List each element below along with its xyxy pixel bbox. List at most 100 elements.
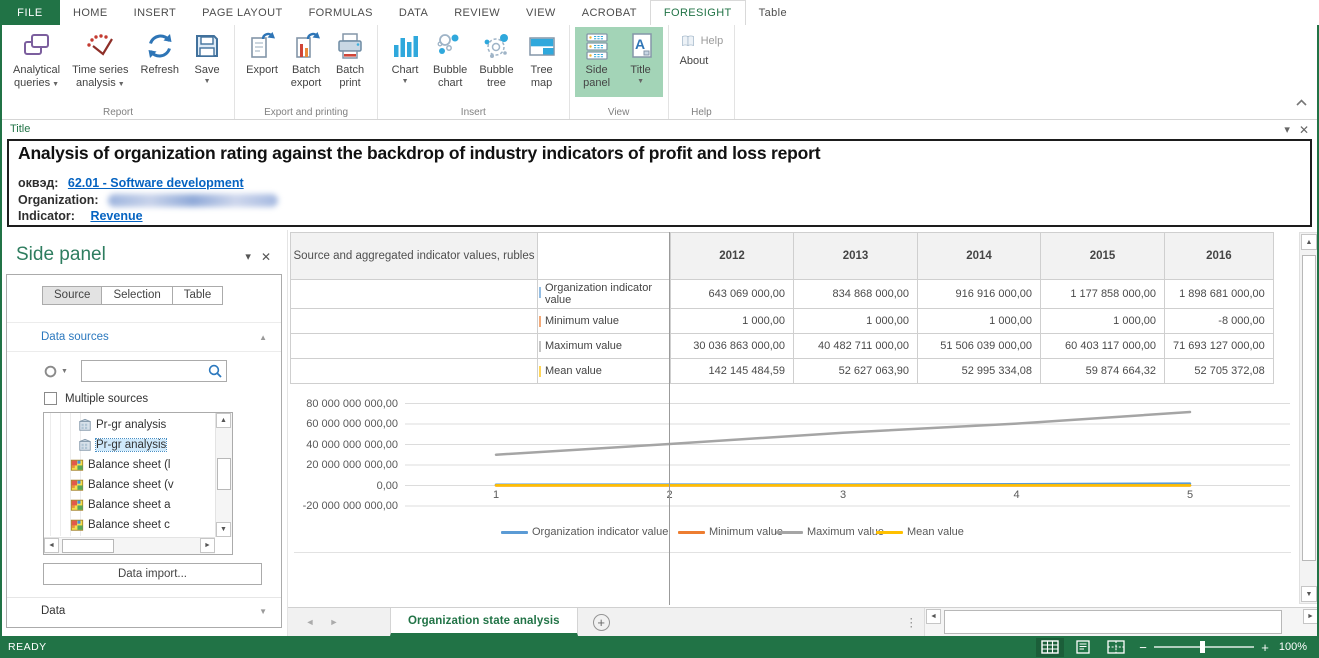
- tree-item-balance-sheet-l[interactable]: Balance sheet (l: [44, 455, 215, 475]
- scrollbar-thumb[interactable]: [217, 458, 231, 490]
- page-layout-view-button[interactable]: [1069, 638, 1097, 657]
- row-label-cell[interactable]: Maximum value: [537, 333, 671, 359]
- value-cell[interactable]: 1 000,00: [917, 308, 1041, 334]
- sheet-tab-organization-state-analysis[interactable]: Organization state analysis: [390, 608, 578, 636]
- value-cell[interactable]: 71 693 127 000,00: [1164, 333, 1274, 359]
- value-cell[interactable]: 52 627 063,90: [793, 358, 918, 384]
- value-cell[interactable]: 60 403 117 000,00: [1040, 333, 1165, 359]
- search-icon[interactable]: [207, 363, 223, 379]
- empty-cell[interactable]: [290, 279, 538, 309]
- main-horizontal-scrollbar[interactable]: ◄ ►: [924, 608, 1319, 636]
- menu-tab-home[interactable]: HOME: [73, 6, 108, 19]
- value-cell[interactable]: 916 916 000,00: [917, 279, 1041, 309]
- scrollbar-thumb[interactable]: [944, 610, 1282, 634]
- empty-cell[interactable]: [290, 308, 538, 334]
- tree-horizontal-scrollbar[interactable]: ◄ ►: [44, 537, 215, 554]
- export-button[interactable]: Export: [240, 27, 284, 97]
- bubble-tree-button[interactable]: Bubble tree: [473, 27, 519, 97]
- title-button[interactable]: A Title ▼: [618, 27, 663, 97]
- batch-print-button[interactable]: Batch print: [328, 27, 372, 97]
- about-button[interactable]: About: [674, 51, 715, 71]
- value-cell[interactable]: 30 036 863 000,00: [670, 333, 794, 359]
- data-import-button[interactable]: Data import...: [43, 563, 262, 585]
- scroll-up-icon[interactable]: ▲: [216, 413, 231, 428]
- tree-item-pr-gr-analysis[interactable]: Pr-gr analysis: [44, 435, 215, 455]
- bubble-chart-button[interactable]: Bubble chart: [427, 27, 473, 97]
- scrollbar-thumb[interactable]: [1302, 255, 1316, 561]
- scroll-down-icon[interactable]: ▼: [1301, 586, 1317, 602]
- value-cell[interactable]: 643 069 000,00: [670, 279, 794, 309]
- source-settings-button[interactable]: ▼: [43, 364, 68, 379]
- help-button[interactable]: Help: [674, 31, 730, 51]
- data-section-header[interactable]: Data ▼: [7, 605, 281, 617]
- multiple-sources-checkbox[interactable]: [44, 392, 57, 405]
- menu-tab-file[interactable]: FILE: [0, 0, 60, 25]
- okved-link[interactable]: 62.01 - Software development: [67, 176, 244, 190]
- menu-tab-data[interactable]: DATA: [398, 6, 429, 19]
- value-cell[interactable]: 1 000,00: [793, 308, 918, 334]
- time-series-analysis-button[interactable]: Time series analysis ▼: [66, 27, 134, 97]
- table-blank-header[interactable]: [537, 232, 671, 280]
- refresh-button[interactable]: Refresh: [135, 27, 186, 97]
- menu-tab-page-layout[interactable]: PAGE LAYOUT: [202, 6, 283, 19]
- batch-export-button[interactable]: Batch export: [284, 27, 328, 97]
- year-header-2012[interactable]: 2012: [670, 232, 794, 280]
- scroll-left-icon[interactable]: ◄: [926, 609, 941, 624]
- row-label-cell[interactable]: Mean value: [537, 358, 671, 384]
- side-panel-collapse-icon[interactable]: ▾: [245, 251, 251, 263]
- menu-tab-foresight[interactable]: FORESIGHT: [649, 0, 746, 25]
- value-cell[interactable]: 51 506 039 000,00: [917, 333, 1041, 359]
- save-button[interactable]: Save ▼: [185, 27, 229, 97]
- side-tab-selection[interactable]: Selection: [101, 286, 173, 305]
- year-header-2016[interactable]: 2016: [1164, 232, 1274, 280]
- menu-tab-review[interactable]: REVIEW: [454, 6, 500, 19]
- value-cell[interactable]: 59 874 664,32: [1040, 358, 1165, 384]
- title-collapse-icon[interactable]: ▾: [1284, 124, 1290, 136]
- scroll-right-icon[interactable]: ►: [1303, 609, 1318, 624]
- title-close-icon[interactable]: ✕: [1298, 123, 1309, 137]
- side-tab-table[interactable]: Table: [171, 286, 224, 305]
- source-search-input[interactable]: [80, 360, 227, 382]
- page-break-view-button[interactable]: [1102, 638, 1130, 657]
- menu-tab-view[interactable]: VIEW: [526, 6, 556, 19]
- analytical-queries-button[interactable]: Analytical queries ▼: [7, 27, 66, 97]
- value-cell[interactable]: 1 000,00: [1040, 308, 1165, 334]
- scroll-up-icon[interactable]: ▲: [1301, 234, 1317, 250]
- pane-split-line[interactable]: [669, 232, 670, 605]
- data-sources-section-header[interactable]: Data sources ▲: [7, 322, 281, 352]
- empty-cell[interactable]: [290, 358, 538, 384]
- main-vertical-scrollbar[interactable]: ▲ ▼: [1299, 232, 1319, 604]
- menu-tab-table[interactable]: Table: [758, 6, 787, 19]
- side-panel-close-icon[interactable]: ✕: [260, 250, 271, 264]
- side-panel-button[interactable]: Side panel: [574, 27, 619, 97]
- row-label-cell[interactable]: Organization indicator value: [537, 279, 671, 309]
- zoom-in-button[interactable]: +: [1261, 639, 1269, 655]
- normal-view-button[interactable]: [1036, 637, 1064, 657]
- value-cell[interactable]: 40 482 711 000,00: [793, 333, 918, 359]
- table-corner-header[interactable]: Source and aggregated indicator values, …: [290, 232, 538, 280]
- menu-tab-acrobat[interactable]: ACROBAT: [581, 6, 637, 19]
- year-header-2015[interactable]: 2015: [1040, 232, 1165, 280]
- scroll-right-icon[interactable]: ►: [200, 538, 215, 553]
- value-cell[interactable]: 1 000,00: [670, 308, 794, 334]
- value-cell[interactable]: 834 868 000,00: [793, 279, 918, 309]
- collapse-ribbon-icon[interactable]: [1296, 93, 1307, 111]
- menu-tab-insert[interactable]: INSERT: [133, 6, 177, 19]
- value-cell[interactable]: 1 177 858 000,00: [1040, 279, 1165, 309]
- zoom-level[interactable]: 100%: [1278, 641, 1307, 653]
- sheet-nav-right-icon[interactable]: ►: [329, 617, 339, 627]
- tree-item-balance-sheet-c[interactable]: Balance sheet c: [44, 515, 215, 535]
- tree-item-balance-sheet-a[interactable]: Balance sheet a: [44, 495, 215, 515]
- value-cell[interactable]: -8 000,00: [1164, 308, 1274, 334]
- menu-tab-formulas[interactable]: FORMULAS: [308, 6, 373, 19]
- tree-map-button[interactable]: Tree map: [520, 27, 564, 97]
- row-label-cell[interactable]: Minimum value: [537, 308, 671, 334]
- chart-button[interactable]: Chart ▼: [383, 27, 427, 97]
- value-cell[interactable]: 52 705 372,08: [1164, 358, 1274, 384]
- tree-vertical-scrollbar[interactable]: ▲ ▼: [215, 413, 232, 537]
- tree-item-balance-sheet-v[interactable]: Balance sheet (v: [44, 475, 215, 495]
- value-cell[interactable]: 1 898 681 000,00: [1164, 279, 1274, 309]
- year-header-2014[interactable]: 2014: [917, 232, 1041, 280]
- tree-item-pr-gr-analysis[interactable]: Pr-gr analysis: [44, 415, 215, 435]
- value-cell[interactable]: 52 995 334,08: [917, 358, 1041, 384]
